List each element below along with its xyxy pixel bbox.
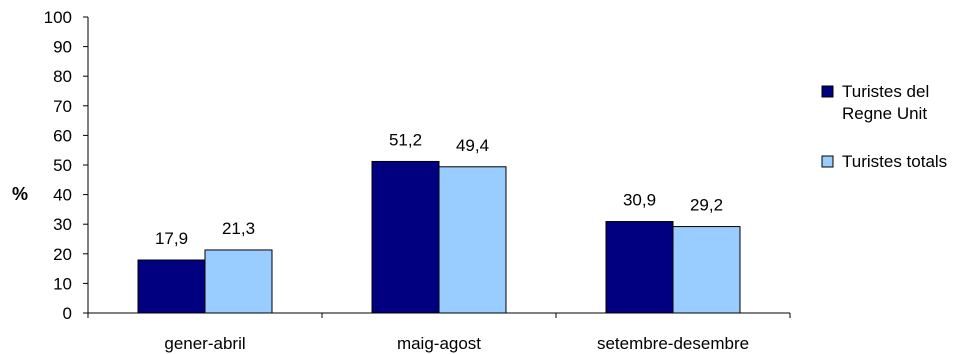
bar: [204, 249, 273, 314]
y-tick-label: 100: [44, 8, 72, 27]
data-label: 51,2: [389, 130, 422, 149]
bar: [438, 166, 507, 314]
bars: [137, 160, 741, 314]
y-tick-label: 70: [53, 97, 72, 116]
legend-swatch: [821, 85, 834, 98]
data-labels: 17,9 21,3 51,2 49,4 30,9 29,2: [155, 130, 723, 248]
y-axis-label: %: [12, 184, 28, 204]
y-tick-label: 20: [53, 245, 72, 264]
data-label: 21,3: [222, 219, 255, 238]
x-tick-label: setembre-desembre: [597, 334, 749, 353]
y-tick-label: 80: [53, 67, 72, 86]
y-tick-label: 60: [53, 126, 72, 145]
data-label: 49,4: [456, 136, 489, 155]
legend-label: Turistes totals: [842, 152, 947, 171]
y-tick-label: 90: [53, 38, 72, 57]
data-label: 30,9: [623, 191, 656, 210]
data-label: 17,9: [155, 229, 188, 248]
y-tick-label: 10: [53, 274, 72, 293]
bar: [371, 160, 440, 314]
legend: Turistes del Regne Unit Turistes totals: [821, 82, 947, 171]
legend-swatch: [821, 155, 834, 168]
bar: [137, 259, 206, 314]
x-tick-label: maig-agost: [397, 334, 481, 353]
bar: [672, 226, 741, 314]
legend-label: Regne Unit: [842, 104, 927, 123]
legend-label: Turistes del: [842, 82, 929, 101]
y-tick-label: 0: [63, 304, 72, 323]
axes: 0 10 20 30 40 50 60 70 80 90 100 gener-abril maig-ag…: [44, 8, 791, 353]
bar: [605, 221, 674, 314]
y-tick-label: 40: [53, 186, 72, 205]
y-tick-label: 50: [53, 156, 72, 175]
x-tick-label: gener-abril: [164, 334, 245, 353]
y-tick-label: 30: [53, 215, 72, 234]
data-label: 29,2: [690, 196, 723, 215]
